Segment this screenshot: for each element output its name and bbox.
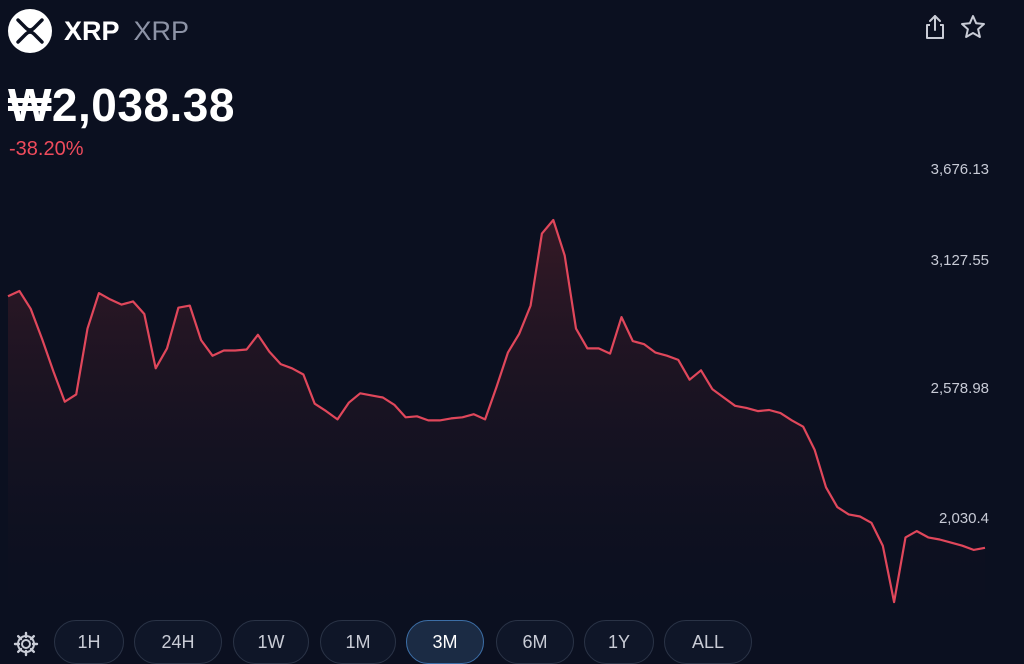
xrp-logo-icon	[8, 9, 52, 53]
coin-symbol: XRP	[133, 15, 190, 46]
range-button-24h[interactable]: 24H	[134, 620, 222, 664]
price-change-percent: -38.20%	[9, 138, 84, 160]
coin-name: XRP	[64, 15, 120, 46]
price-chart	[7, 218, 986, 610]
y-tick-label: 2,030.4	[938, 510, 989, 527]
share-icon[interactable]	[922, 14, 948, 40]
range-button-1h[interactable]: 1H	[54, 620, 124, 664]
chart-series-line	[7, 218, 986, 604]
range-button-all[interactable]: ALL	[664, 620, 752, 664]
coin-header: XRP XRP	[8, 8, 189, 54]
y-tick-label: 3,127.55	[930, 252, 989, 269]
current-price: ₩2,038.38	[8, 79, 235, 131]
y-tick-label: 2,578.98	[930, 380, 989, 397]
range-button-3m[interactable]: 3M	[406, 620, 484, 664]
star-icon[interactable]	[960, 14, 986, 40]
chart-area-fill	[8, 220, 985, 610]
gear-icon[interactable]	[12, 630, 40, 658]
range-button-1y[interactable]: 1Y	[584, 620, 654, 664]
range-button-6m[interactable]: 6M	[496, 620, 574, 664]
time-range-bar: 1H 24H 1W 1M 3M 6M 1Y ALL	[0, 620, 1024, 664]
top-actions	[922, 14, 986, 40]
range-button-1w[interactable]: 1W	[233, 620, 309, 664]
y-tick-label: 3,676.13	[930, 161, 989, 178]
range-button-1m[interactable]: 1M	[320, 620, 396, 664]
